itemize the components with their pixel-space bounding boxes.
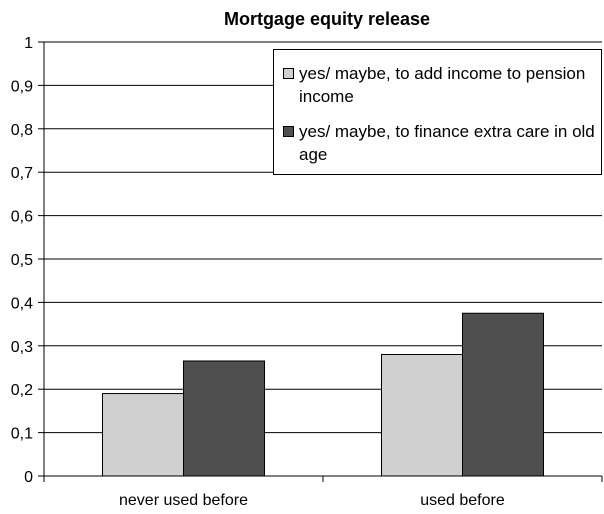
- legend-label-series-1: yes/ maybe, to add income to pension inc…: [299, 64, 586, 106]
- y-tick-label: 0,6: [11, 209, 33, 226]
- chart-title: Mortgage equity release: [224, 9, 430, 29]
- axes: [38, 41, 603, 482]
- y-tick-label: 0: [24, 469, 33, 486]
- bar-series-1-1: [102, 393, 184, 477]
- x-tick-labels: never used before used before: [119, 492, 505, 509]
- y-tick-label: 0,7: [11, 165, 33, 182]
- y-tick-label: 0,5: [11, 252, 33, 269]
- y-tick-label: 0,8: [11, 122, 33, 139]
- bar-series-2-1: [183, 360, 265, 477]
- y-tick-label: 0,3: [11, 339, 33, 356]
- x-tick-label: never used before: [119, 492, 248, 509]
- y-tick-label: 0,2: [11, 382, 33, 399]
- y-tick-label: 1: [24, 35, 33, 52]
- legend: yes/ maybe, to add income to pension inc…: [273, 49, 602, 175]
- x-tick-label: used before: [420, 492, 505, 509]
- y-tick-label: 0,4: [11, 295, 33, 312]
- bars: [102, 312, 544, 477]
- y-tick-labels: 0 0,1 0,2 0,3 0,4 0,5 0,6 0,7 0,8 0,9 1: [11, 35, 33, 486]
- y-tick-label: 0,1: [11, 426, 33, 443]
- legend-swatch-series-1: [283, 68, 294, 79]
- y-tick-label: 0,9: [11, 78, 33, 95]
- bar-series-1-2: [381, 353, 463, 477]
- bar-series-2-2: [462, 312, 544, 477]
- legend-label-series-2: yes/ maybe, to finance extra care in old…: [299, 122, 595, 164]
- legend-swatch-series-2: [283, 126, 294, 137]
